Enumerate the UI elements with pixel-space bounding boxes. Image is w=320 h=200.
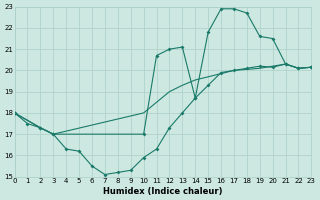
X-axis label: Humidex (Indice chaleur): Humidex (Indice chaleur)	[103, 187, 223, 196]
